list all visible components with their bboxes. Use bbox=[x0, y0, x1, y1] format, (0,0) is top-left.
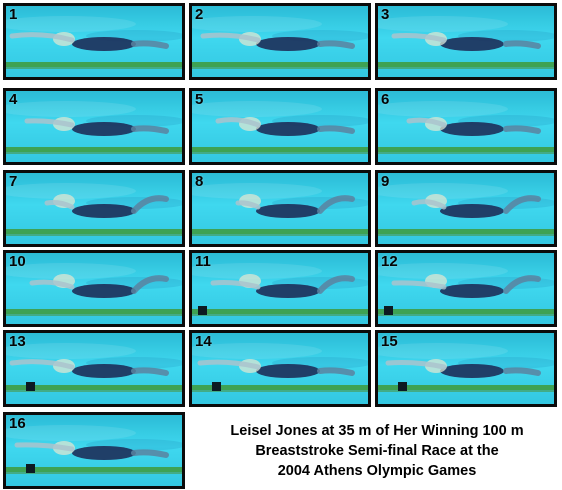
frame-number: 7 bbox=[9, 173, 18, 190]
stroke-frame: 9 bbox=[375, 170, 557, 247]
stroke-frame: 3 bbox=[375, 3, 557, 80]
frame-number: 14 bbox=[195, 333, 212, 350]
stroke-frame: 12 bbox=[375, 250, 557, 327]
stroke-frame: 4 bbox=[3, 88, 185, 165]
underwater-swimmer-photo bbox=[192, 91, 368, 162]
frame-number: 13 bbox=[9, 333, 26, 350]
caption-line-2: Breaststroke Semi-final Race at the bbox=[255, 443, 499, 459]
frame-number: 12 bbox=[381, 253, 398, 270]
frame-number: 8 bbox=[195, 173, 204, 190]
underwater-swimmer-photo bbox=[378, 6, 554, 77]
stroke-frame: 5 bbox=[189, 88, 371, 165]
underwater-swimmer-photo bbox=[378, 91, 554, 162]
stroke-frame: 10 bbox=[3, 250, 185, 327]
underwater-swimmer-photo bbox=[6, 333, 182, 404]
caption: Leisel Jones at 35 m of Her Winning 100 … bbox=[192, 412, 562, 490]
underwater-swimmer-photo bbox=[192, 253, 368, 324]
stroke-frame: 7 bbox=[3, 170, 185, 247]
caption-line-1: Leisel Jones at 35 m of Her Winning 100 … bbox=[230, 423, 524, 439]
underwater-swimmer-photo bbox=[6, 6, 182, 77]
frame-number: 1 bbox=[9, 6, 18, 23]
underwater-swimmer-photo bbox=[6, 253, 182, 324]
underwater-swimmer-photo bbox=[6, 173, 182, 244]
underwater-swimmer-photo bbox=[378, 253, 554, 324]
underwater-swimmer-photo bbox=[378, 333, 554, 404]
stroke-frame: 14 bbox=[189, 330, 371, 407]
underwater-swimmer-photo bbox=[6, 91, 182, 162]
stroke-frame: 15 bbox=[375, 330, 557, 407]
frame-number: 3 bbox=[381, 6, 390, 23]
frame-number: 4 bbox=[9, 91, 18, 108]
underwater-swimmer-photo bbox=[6, 415, 182, 486]
frame-number: 15 bbox=[381, 333, 398, 350]
underwater-swimmer-photo bbox=[192, 333, 368, 404]
stroke-frame: 2 bbox=[189, 3, 371, 80]
underwater-swimmer-photo bbox=[192, 173, 368, 244]
frame-number: 6 bbox=[381, 91, 390, 108]
stroke-frame: 1 bbox=[3, 3, 185, 80]
stroke-frame: 8 bbox=[189, 170, 371, 247]
stroke-frame: 16 bbox=[3, 412, 185, 489]
underwater-swimmer-photo bbox=[378, 173, 554, 244]
frame-number: 16 bbox=[9, 415, 26, 432]
stroke-frame: 13 bbox=[3, 330, 185, 407]
stroke-frame: 11 bbox=[189, 250, 371, 327]
frame-number: 10 bbox=[9, 253, 26, 270]
frame-number: 2 bbox=[195, 6, 204, 23]
underwater-swimmer-photo bbox=[192, 6, 368, 77]
stroke-frame: 6 bbox=[375, 88, 557, 165]
frame-number: 9 bbox=[381, 173, 390, 190]
frame-number: 5 bbox=[195, 91, 204, 108]
frame-number: 11 bbox=[195, 253, 211, 270]
caption-line-3: 2004 Athens Olympic Games bbox=[277, 463, 477, 479]
